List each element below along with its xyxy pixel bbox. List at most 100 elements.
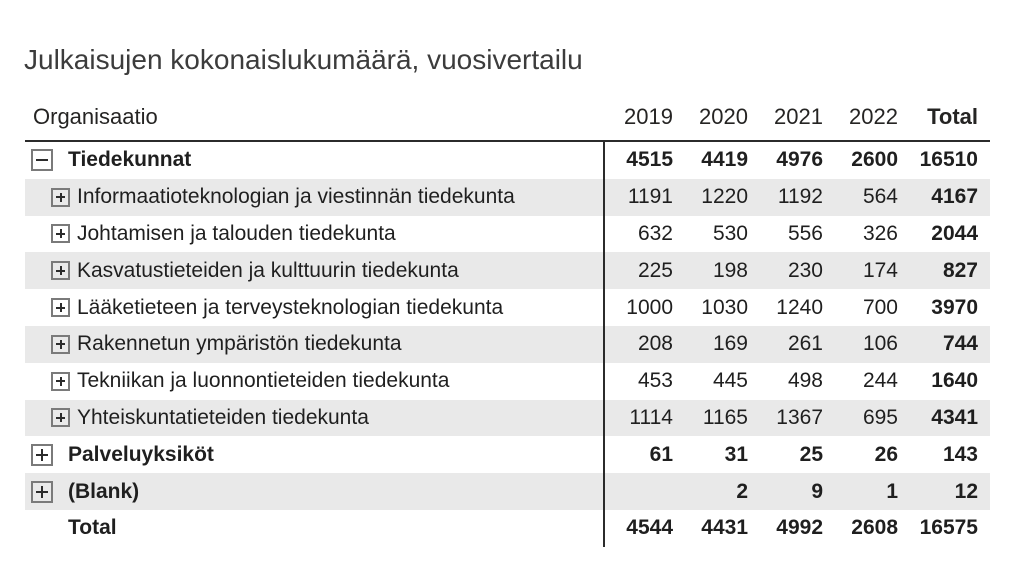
value-cell: 244 — [862, 369, 898, 393]
row-label-cell: Total — [25, 510, 603, 547]
column-header-2022[interactable]: 2022 — [849, 104, 898, 129]
table-row[interactable]: Kasvatustieteiden ja kulttuurin tiedekun… — [25, 252, 990, 290]
table-row[interactable]: Rakennetun ympäristön tiedekunta 208 169 26… — [25, 325, 990, 363]
value-cell: 530 — [712, 221, 748, 245]
column-header-2020[interactable]: 2020 — [699, 104, 748, 129]
column-header-total[interactable]: Total — [927, 104, 978, 129]
value-cell: 445 — [712, 369, 748, 393]
value-cell: 12 — [954, 479, 978, 503]
row-label-cell: Johtamisen ja talouden tiedekunta — [25, 216, 603, 253]
row-label: Kasvatustieteiden ja kulttuurin tiedekun… — [77, 258, 459, 282]
value-cell: 744 — [942, 332, 978, 356]
value-cell: 1114 — [629, 405, 673, 429]
value-cell: 1165 — [702, 405, 748, 429]
value-cell: 700 — [862, 295, 898, 319]
table-row[interactable]: Palveluyksiköt 61 31 25 26 143 — [25, 436, 990, 473]
expand-icon[interactable] — [31, 480, 53, 503]
table-row[interactable]: Yhteiskuntatieteiden tiedekunta 1114 1165 1… — [25, 399, 990, 437]
value-cell: 230 — [787, 258, 823, 282]
value-cell: 169 — [712, 332, 748, 356]
value-cell: 4341 — [931, 405, 978, 429]
matrix-visual: Organisaatio 2019 2020 2021 2022 Total Tiede… — [25, 94, 990, 547]
value-cell: 4419 — [701, 148, 748, 172]
row-label: Tiedekunnat — [68, 148, 192, 172]
row-label-cell: Tekniikan ja luonnontieteiden tiedekunta — [25, 363, 603, 400]
value-cell: 1030 — [701, 295, 748, 319]
table-row[interactable]: Tekniikan ja luonnontieteiden tiedekunta… — [25, 363, 990, 400]
row-label: (Blank) — [68, 479, 140, 503]
expand-icon[interactable] — [51, 224, 70, 244]
value-cell: 26 — [874, 442, 898, 466]
row-label-cell: (Blank) — [25, 473, 603, 510]
row-label: Informaatioteknologian ja viestinnän tie… — [77, 185, 515, 209]
expand-icon[interactable] — [51, 371, 70, 391]
value-cell: 2044 — [931, 221, 978, 245]
row-header-organisaatio[interactable]: Organisaatio — [33, 104, 158, 129]
row-label: Tekniikan ja luonnontieteiden tiedekunta — [77, 369, 450, 393]
expand-icon[interactable] — [51, 298, 70, 318]
collapse-icon[interactable] — [31, 149, 53, 172]
table-row[interactable]: Total 4544 4431 4992 2608 16575 — [25, 510, 990, 547]
matrix-header-row: Organisaatio 2019 2020 2021 2022 Total — [25, 94, 990, 140]
value-cell: 1191 — [627, 185, 673, 209]
value-cell: 2 — [736, 479, 748, 503]
matrix-body: Tiedekunnat 4515 4419 4976 2600 16510 Informaa… — [25, 140, 990, 547]
row-label-cell: Rakennetun ympäristön tiedekunta — [25, 326, 603, 363]
value-cell: 1 — [886, 479, 898, 503]
expand-icon[interactable] — [51, 408, 70, 428]
value-cell: 1192 — [777, 185, 823, 209]
value-cell: 827 — [942, 258, 978, 282]
value-cell: 695 — [862, 405, 898, 429]
row-label: Rakennetun ympäristön tiedekunta — [77, 332, 402, 356]
row-label: Yhteiskuntatieteiden tiedekunta — [77, 405, 369, 429]
value-cell: 1000 — [626, 295, 673, 319]
row-label-cell: Informaatioteknologian ja viestinnän tie… — [25, 179, 603, 216]
value-cell: 453 — [637, 369, 673, 393]
table-row[interactable]: Lääketieteen ja terveysteknologian tiede… — [25, 289, 990, 326]
value-cell: 4992 — [776, 516, 823, 540]
value-cell: 1240 — [776, 295, 823, 319]
value-cell: 25 — [799, 442, 823, 466]
value-cell: 564 — [862, 185, 898, 209]
row-label-cell: Kasvatustieteiden ja kulttuurin tiedekun… — [25, 252, 603, 289]
value-cell: 9 — [811, 479, 823, 503]
column-header-2019[interactable]: 2019 — [624, 104, 673, 129]
value-cell: 4515 — [626, 148, 673, 172]
value-cell: 556 — [787, 221, 823, 245]
table-row[interactable]: (Blank) 2 9 1 12 — [25, 473, 990, 510]
value-cell: 225 — [637, 258, 673, 282]
value-cell: 1367 — [776, 405, 823, 429]
value-cell: 2600 — [851, 148, 898, 172]
value-cell: 4544 — [626, 516, 673, 540]
value-cell: 4167 — [931, 185, 978, 209]
value-cell: 3970 — [931, 295, 978, 319]
table-row[interactable]: Johtamisen ja talouden tiedekunta 632 530 5… — [25, 216, 990, 253]
value-cell: 632 — [637, 221, 673, 245]
row-label-cell: Tiedekunnat — [25, 142, 603, 179]
column-header-2021[interactable]: 2021 — [774, 104, 823, 129]
expand-icon[interactable] — [31, 443, 53, 466]
row-label: Total — [68, 516, 117, 540]
expand-icon[interactable] — [51, 334, 70, 354]
value-cell: 208 — [637, 332, 673, 356]
row-label: Lääketieteen ja terveysteknologian tiede… — [77, 295, 504, 319]
page-title: Julkaisujen kokonaislukumäärä, vuosivert… — [24, 44, 583, 75]
value-cell: 198 — [712, 258, 748, 282]
value-cell: 61 — [649, 442, 673, 466]
row-label: Johtamisen ja talouden tiedekunta — [77, 221, 396, 245]
table-row[interactable]: Tiedekunnat 4515 4419 4976 2600 16510 — [25, 142, 990, 179]
value-cell: 261 — [787, 332, 823, 356]
value-cell: 106 — [862, 332, 898, 356]
value-cell: 498 — [787, 369, 823, 393]
value-cell: 4431 — [701, 516, 748, 540]
row-label-cell: Lääketieteen ja terveysteknologian tiede… — [25, 289, 603, 326]
table-row[interactable]: Informaatioteknologian ja viestinnän tie… — [25, 178, 990, 216]
column-divider-line — [603, 142, 605, 547]
value-cell: 326 — [862, 221, 898, 245]
value-cell: 31 — [724, 442, 748, 466]
expand-icon[interactable] — [51, 187, 70, 207]
expand-icon[interactable] — [51, 261, 70, 281]
value-cell: 4976 — [776, 148, 823, 172]
value-cell: 174 — [862, 258, 898, 282]
